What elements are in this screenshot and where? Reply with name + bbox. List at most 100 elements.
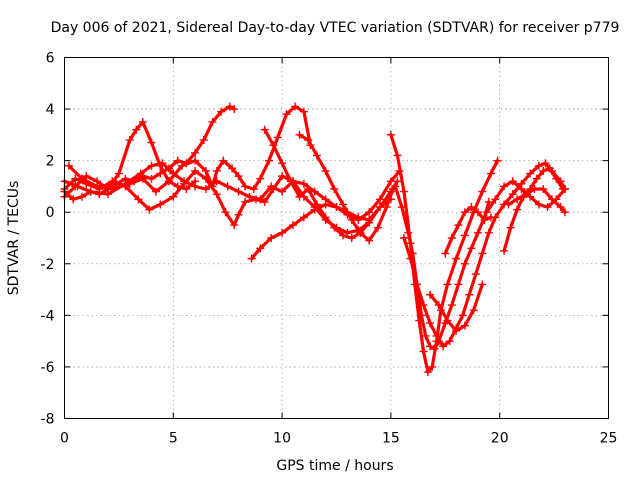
chart-title: Day 006 of 2021, Sidereal Day-to-day VTE… [51,20,620,36]
data-point [312,151,321,160]
data-point [121,182,130,191]
data-point [256,174,265,183]
data-point [69,195,78,204]
data-point [234,210,243,219]
y-tick-label: -6 [41,360,55,376]
data-point [556,203,565,212]
data-point [539,166,548,175]
data-point [225,102,234,111]
data-point [191,166,200,175]
data-point [234,172,243,181]
data-point [386,130,395,139]
data-point [278,159,287,168]
data-point [343,210,352,219]
data-point [526,169,535,178]
data-point [223,182,232,191]
data-point [539,185,548,194]
data-point [182,185,191,194]
data-point [321,213,330,222]
data-point [71,174,80,183]
data-point [321,166,330,175]
data-point [397,203,406,212]
data-point [321,200,330,209]
data-point [432,331,441,340]
data-point [419,347,428,356]
data-point [282,110,291,119]
data-point [426,342,435,351]
data-point [443,316,452,325]
data-point [278,172,287,181]
data-point [256,244,265,253]
data-point [452,326,461,335]
data-point [484,197,493,206]
data-point [430,344,439,353]
data-point [201,174,210,183]
data-point [295,192,304,201]
data-point [423,368,432,377]
x-tick-label: 15 [382,431,400,447]
data-point [201,166,210,175]
data-point [151,187,160,196]
data-point [482,208,491,217]
data-point [228,164,237,173]
data-point [365,218,374,227]
data-point [136,169,145,178]
x-axis-label: GPS time / hours [276,458,393,474]
data-point [467,203,476,212]
data-point [513,195,522,204]
y-tick-label: -8 [41,412,55,428]
data-point [365,208,374,217]
data-point [460,321,469,330]
data-point [500,182,509,191]
data-point [310,187,319,196]
series-line [297,133,395,243]
data-point [82,172,91,181]
data-point [269,141,278,150]
data-point [454,280,463,289]
data-point [125,136,134,145]
y-tick-label: -2 [41,257,55,273]
data-point [339,231,348,240]
x-tick-label: 20 [491,431,509,447]
data-point [458,311,467,320]
data-point [134,195,143,204]
data-point [473,208,482,217]
x-tick-label: 5 [169,431,178,447]
series-line [502,166,565,253]
data-point [439,342,448,351]
data-point [478,187,487,196]
data-point [491,195,500,204]
data-point [406,254,415,263]
x-tick-label: 0 [60,431,69,447]
data-point [526,192,535,201]
data-point [278,228,287,237]
data-point [530,185,539,194]
data-point [95,185,104,194]
data-point [428,362,437,371]
data-point [347,234,356,242]
data-point [421,331,430,340]
data-point [230,105,239,114]
data-point [310,205,319,214]
data-point [391,182,400,191]
data-point [426,290,435,299]
data-point [158,159,167,168]
data-point [330,223,339,232]
data-point [286,177,295,186]
series-track-16 [482,177,569,217]
series-line [443,205,493,256]
data-point [273,133,282,142]
data-point [64,161,73,170]
data-point [219,156,228,165]
data-point [552,195,561,204]
data-point [169,169,178,178]
data-point [260,125,269,134]
data-point [508,177,517,186]
data-point [399,234,408,242]
data-point [560,208,569,217]
data-point [460,208,469,217]
data-point [426,319,435,328]
data-point [251,195,260,204]
data-point [473,228,482,237]
data-point [452,254,461,263]
